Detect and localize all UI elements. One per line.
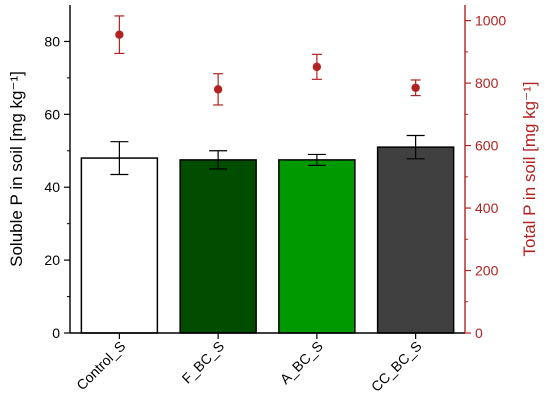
total-p-point-Control_S xyxy=(115,30,124,39)
bar-series xyxy=(80,146,455,334)
y-tick-label-0: 0 xyxy=(52,325,60,341)
y2-tick-label-800: 800 xyxy=(475,75,499,91)
y2-tick-label-200: 200 xyxy=(475,263,499,279)
bar-Control_S xyxy=(80,157,159,334)
total-p-point-CC_BC_S xyxy=(411,83,420,92)
bar-F_BC_S xyxy=(179,159,257,334)
axes xyxy=(69,5,466,334)
y-tick-label-40: 40 xyxy=(44,179,60,195)
y2-tick-label-400: 400 xyxy=(475,200,499,216)
y2-tick-label-600: 600 xyxy=(475,138,499,154)
y-tick-label-60: 60 xyxy=(44,106,60,122)
bar-A_BC_S xyxy=(278,159,356,334)
bar-CC_BC_S xyxy=(376,146,455,334)
y-tick-label-80: 80 xyxy=(44,33,60,49)
x-tick-label-CC_BC_S: CC_BC_S xyxy=(368,338,425,395)
total-p-point-F_BC_S xyxy=(213,85,223,94)
y-tick-label-20: 20 xyxy=(44,252,60,268)
total-p-points xyxy=(114,15,421,106)
y-axis-label: Soluble P in soil [mg kg⁻¹] xyxy=(7,71,26,267)
x-tick-label-F_BC_S: F_BC_S xyxy=(179,338,228,387)
soluble-p-error-bars xyxy=(110,134,425,176)
total-p-point-A_BC_S xyxy=(312,62,322,72)
x-tick-label-A_BC_S: A_BC_S xyxy=(277,338,326,387)
y2-tick-label-1000: 1000 xyxy=(475,13,506,29)
x-tick-label-Control_S: Control_S xyxy=(73,338,128,393)
y2-tick-label-0: 0 xyxy=(475,325,483,341)
right-axis-ticks: 0 200 400 600 800 1000 xyxy=(465,13,506,341)
left-axis-ticks: 0 20 40 60 80 xyxy=(44,33,70,341)
x-axis-ticks: Control_S F_BC_S A_BC_S CC_BC_S xyxy=(73,333,425,395)
y2-axis-label: Total P in soil [mg kg⁻¹] xyxy=(520,82,539,257)
